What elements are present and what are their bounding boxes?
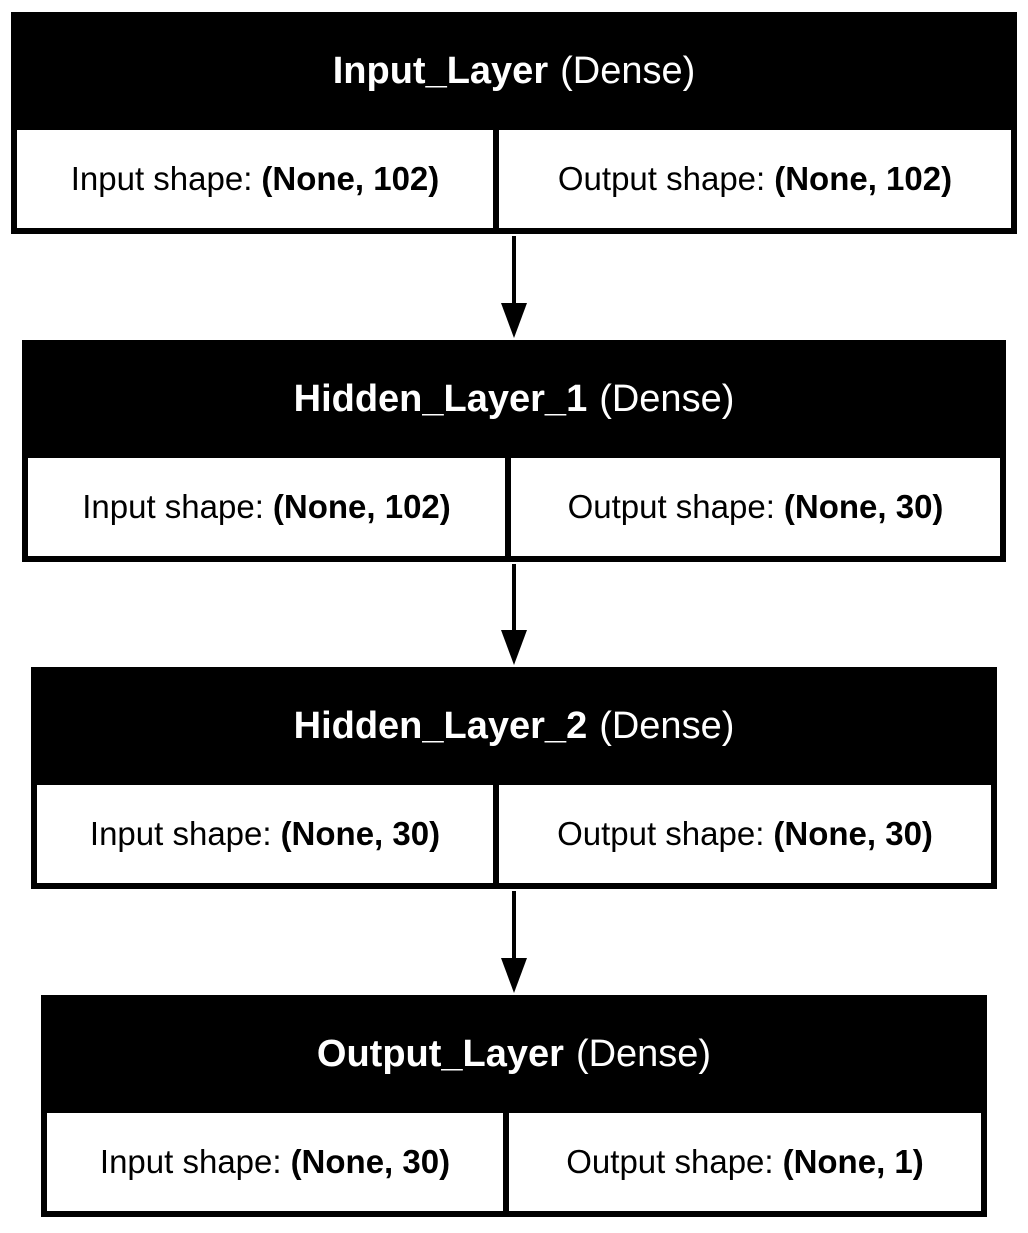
layer-header: Input_Layer (Dense): [17, 12, 1011, 130]
layer-header: Hidden_Layer_1 (Dense): [28, 340, 1000, 458]
input-shape-cell: Input shape: (None, 30): [37, 785, 493, 883]
input-shape-value: (None, 30): [290, 1143, 451, 1180]
output-shape-value: (None, 30): [773, 815, 933, 852]
layer-node-hidden-layer-1: Hidden_Layer_1 (Dense) Input shape: (Non…: [22, 340, 1006, 562]
output-shape-value: (None, 102): [774, 160, 953, 197]
input-shape-label: Input shape:: [82, 488, 264, 525]
input-shape-label: Input shape:: [89, 815, 272, 852]
layer-header: Output_Layer (Dense): [47, 995, 981, 1113]
layer-type: (Dense): [560, 49, 696, 92]
layer-node-input-layer: Input_Layer (Dense) Input shape: (None, …: [11, 12, 1017, 234]
output-shape-cell: Output shape: (None, 30): [499, 785, 991, 883]
output-shape-label: Output shape:: [557, 160, 766, 197]
layer-name: Hidden_Layer_1: [293, 377, 588, 420]
input-shape-cell: Input shape: (None, 102): [28, 458, 505, 556]
layer-node-hidden-layer-2: Hidden_Layer_2 (Dense) Input shape: (Non…: [31, 667, 997, 889]
layer-shapes-row: Input shape: (None, 102) Output shape: (…: [28, 458, 1000, 556]
layer-type: (Dense): [575, 1032, 712, 1075]
output-shape-label: Output shape:: [566, 1143, 774, 1180]
output-shape-value: (None, 1): [782, 1143, 924, 1180]
layer-header: Hidden_Layer_2 (Dense): [37, 667, 991, 785]
input-shape-value: (None, 30): [280, 815, 441, 852]
output-shape-cell: Output shape: (None, 102): [499, 130, 1011, 228]
layer-name: Output_Layer: [316, 1032, 564, 1075]
layer-shapes-row: Input shape: (None, 30) Output shape: (N…: [37, 785, 991, 883]
input-shape-cell: Input shape: (None, 102): [17, 130, 493, 228]
layer-shapes-row: Input shape: (None, 102) Output shape: (…: [17, 130, 1011, 228]
input-shape-cell: Input shape: (None, 30): [47, 1113, 503, 1211]
input-shape-label: Input shape:: [70, 160, 253, 197]
arrow-hidden-2-to-output: [501, 891, 527, 993]
layer-type: (Dense): [599, 377, 735, 420]
output-shape-label: Output shape:: [567, 488, 775, 525]
output-shape-cell: Output shape: (None, 30): [511, 458, 1000, 556]
output-shape-value: (None, 30): [783, 488, 944, 525]
layer-name: Hidden_Layer_2: [293, 704, 588, 747]
arrow-hidden-1-to-hidden-2: [501, 564, 527, 665]
input-shape-value: (None, 102): [272, 488, 451, 525]
layer-type: (Dense): [599, 704, 735, 747]
input-shape-value: (None, 102): [261, 160, 440, 197]
input-shape-label: Input shape:: [99, 1143, 282, 1180]
output-shape-cell: Output shape: (None, 1): [509, 1113, 981, 1211]
layer-name: Input_Layer: [332, 49, 549, 92]
output-shape-label: Output shape:: [557, 815, 765, 852]
layer-node-output-layer: Output_Layer (Dense) Input shape: (None,…: [41, 995, 987, 1217]
layer-shapes-row: Input shape: (None, 30) Output shape: (N…: [47, 1113, 981, 1211]
arrow-input-to-hidden-1: [501, 236, 527, 338]
